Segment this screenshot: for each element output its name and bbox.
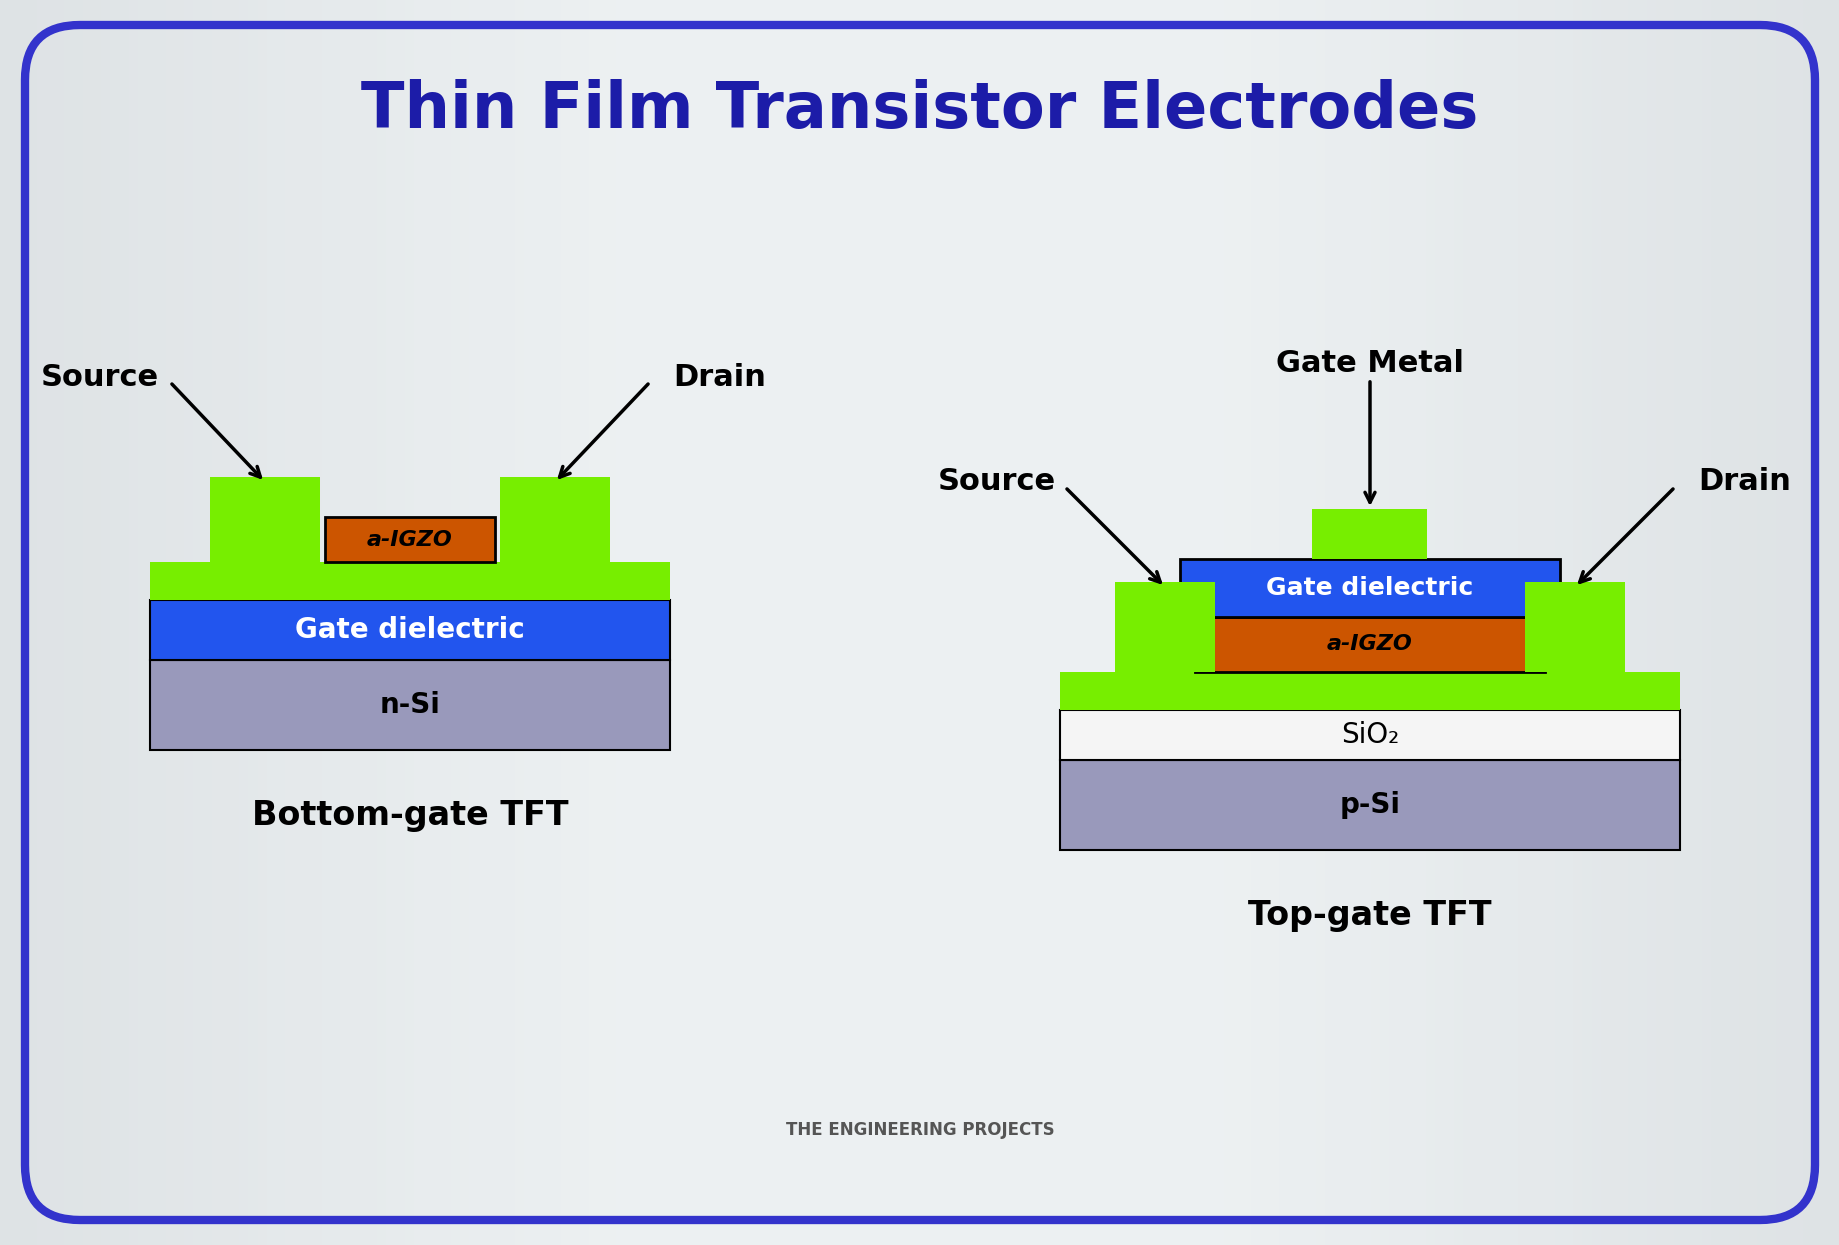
Text: Top-gate TFT: Top-gate TFT bbox=[1247, 899, 1491, 931]
Bar bbox=[1525, 581, 1624, 672]
Text: Gate Metal: Gate Metal bbox=[1274, 350, 1464, 378]
Text: Drain: Drain bbox=[673, 362, 767, 391]
Bar bbox=[1059, 759, 1679, 850]
Bar bbox=[1059, 672, 1679, 710]
Bar bbox=[1179, 559, 1559, 618]
Bar bbox=[1311, 509, 1427, 559]
Text: Bottom-gate TFT: Bottom-gate TFT bbox=[252, 798, 568, 832]
Bar bbox=[210, 477, 320, 561]
Bar bbox=[1114, 581, 1214, 672]
Bar bbox=[210, 477, 320, 561]
Bar bbox=[1059, 710, 1679, 759]
Text: Drain: Drain bbox=[1697, 468, 1791, 497]
Bar bbox=[1194, 618, 1545, 672]
Text: Source: Source bbox=[40, 362, 158, 391]
Text: Gate dielectric: Gate dielectric bbox=[1265, 576, 1473, 600]
Bar bbox=[151, 660, 669, 749]
Bar bbox=[326, 517, 495, 561]
Bar bbox=[151, 561, 669, 600]
Bar bbox=[500, 477, 611, 561]
Text: n-Si: n-Si bbox=[379, 691, 440, 720]
Text: Gate dielectric: Gate dielectric bbox=[294, 616, 524, 644]
Bar bbox=[151, 600, 669, 660]
Text: Source: Source bbox=[938, 468, 1056, 497]
Text: a-IGZO: a-IGZO bbox=[1326, 635, 1412, 655]
Text: THE ENGINEERING PROJECTS: THE ENGINEERING PROJECTS bbox=[785, 1120, 1054, 1139]
Text: p-Si: p-Si bbox=[1339, 791, 1399, 819]
Text: Thin Film Transistor Electrodes: Thin Film Transistor Electrodes bbox=[360, 78, 1479, 141]
Text: a-IGZO: a-IGZO bbox=[368, 529, 452, 549]
Text: SiO₂: SiO₂ bbox=[1341, 721, 1398, 749]
